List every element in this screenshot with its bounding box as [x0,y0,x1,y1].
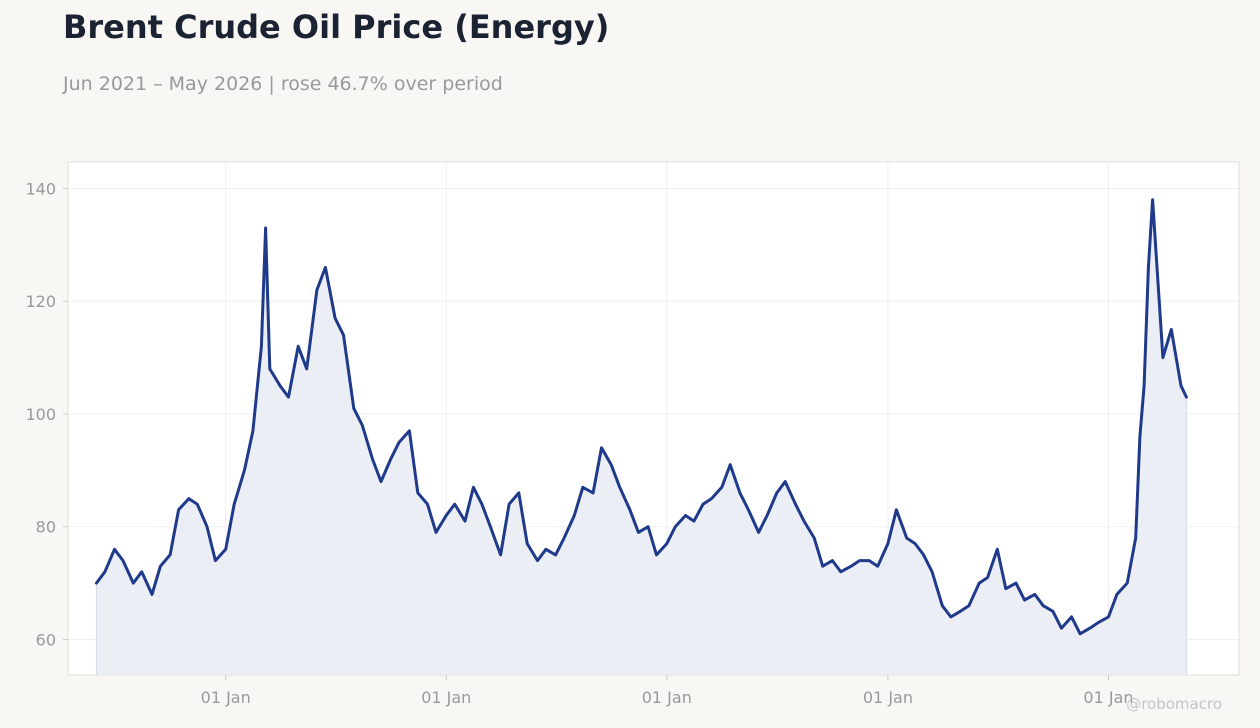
x-tick-label: 01 Jan [863,688,913,707]
watermark: @robomacro [1126,695,1222,713]
x-tick-label: 01 Jan [642,688,692,707]
series-area [96,199,1187,676]
chart-title: Brent Crude Oil Price (Energy) [63,8,610,46]
y-tick-label: 80 [36,518,56,537]
y-tick-label: 100 [25,405,56,424]
series-line [94,198,1188,636]
chart-subtitle: Jun 2021 – May 2026 | rose 46.7% over pe… [63,73,503,95]
x-tick-label: 01 Jan [201,688,251,707]
x-tick-label: 01 Jan [1083,688,1133,707]
series-layer [94,198,1188,676]
y-tick-label: 140 [25,179,56,198]
y-tick-label: 120 [25,292,56,311]
x-tick-label: 01 Jan [421,688,471,707]
y-axis-ticks: 60 80 100 120 140 [25,179,68,649]
y-tick-label: 60 [36,630,56,649]
x-axis-ticks: 01 Jan 01 Jan 01 Jan 01 Jan 01 Jan [201,675,1134,707]
